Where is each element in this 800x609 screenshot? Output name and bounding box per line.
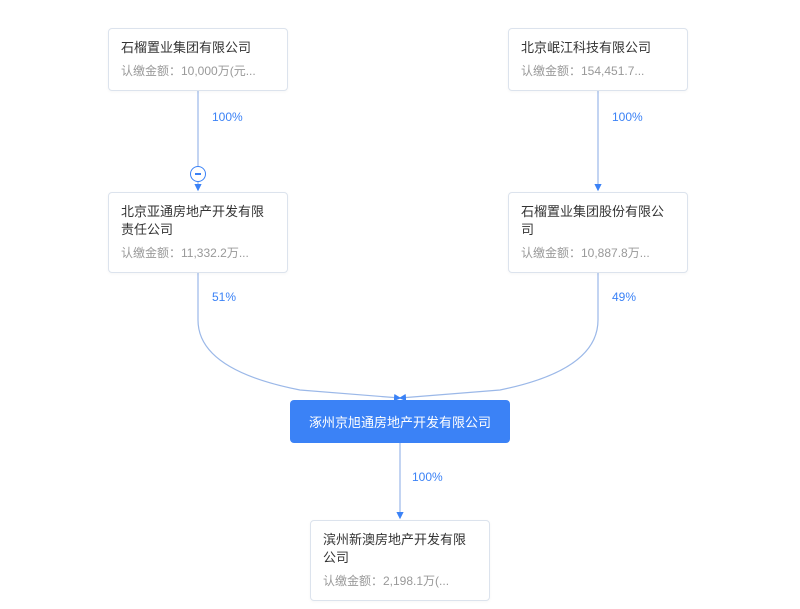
edges-layer	[0, 0, 800, 609]
node-center[interactable]: 涿州京旭通房地产开发有限公司	[290, 400, 510, 443]
center-title: 涿州京旭通房地产开发有限公司	[309, 415, 491, 430]
edge-label-3: 51%	[212, 290, 236, 304]
node-bottom[interactable]: 滨州新澳房地产开发有限公司 认缴金额：2,198.1万(...	[310, 520, 490, 601]
node-title: 滨州新澳房地产开发有限公司	[323, 531, 477, 567]
node-sub: 认缴金额：154,451.7...	[521, 63, 675, 80]
node-sub: 认缴金额：11,332.2万...	[121, 245, 275, 262]
edge-label-2: 100%	[612, 110, 643, 124]
node-mid-left[interactable]: 北京亚通房地产开发有限责任公司 认缴金额：11,332.2万...	[108, 192, 288, 273]
node-title: 北京岷江科技有限公司	[521, 39, 675, 57]
node-sub: 认缴金额：2,198.1万(...	[323, 573, 477, 590]
node-top-left[interactable]: 石榴置业集团有限公司 认缴金额：10,000万(元...	[108, 28, 288, 91]
node-mid-right[interactable]: 石榴置业集团股份有限公司 认缴金额：10,887.8万...	[508, 192, 688, 273]
edge-label-1: 100%	[212, 110, 243, 124]
edge-label-4: 49%	[612, 290, 636, 304]
edge-label-5: 100%	[412, 470, 443, 484]
node-title: 北京亚通房地产开发有限责任公司	[121, 203, 275, 239]
node-sub: 认缴金额：10,887.8万...	[521, 245, 675, 262]
node-sub: 认缴金额：10,000万(元...	[121, 63, 275, 80]
node-top-right[interactable]: 北京岷江科技有限公司 认缴金额：154,451.7...	[508, 28, 688, 91]
collapse-icon[interactable]	[190, 166, 206, 182]
node-title: 石榴置业集团股份有限公司	[521, 203, 675, 239]
node-title: 石榴置业集团有限公司	[121, 39, 275, 57]
